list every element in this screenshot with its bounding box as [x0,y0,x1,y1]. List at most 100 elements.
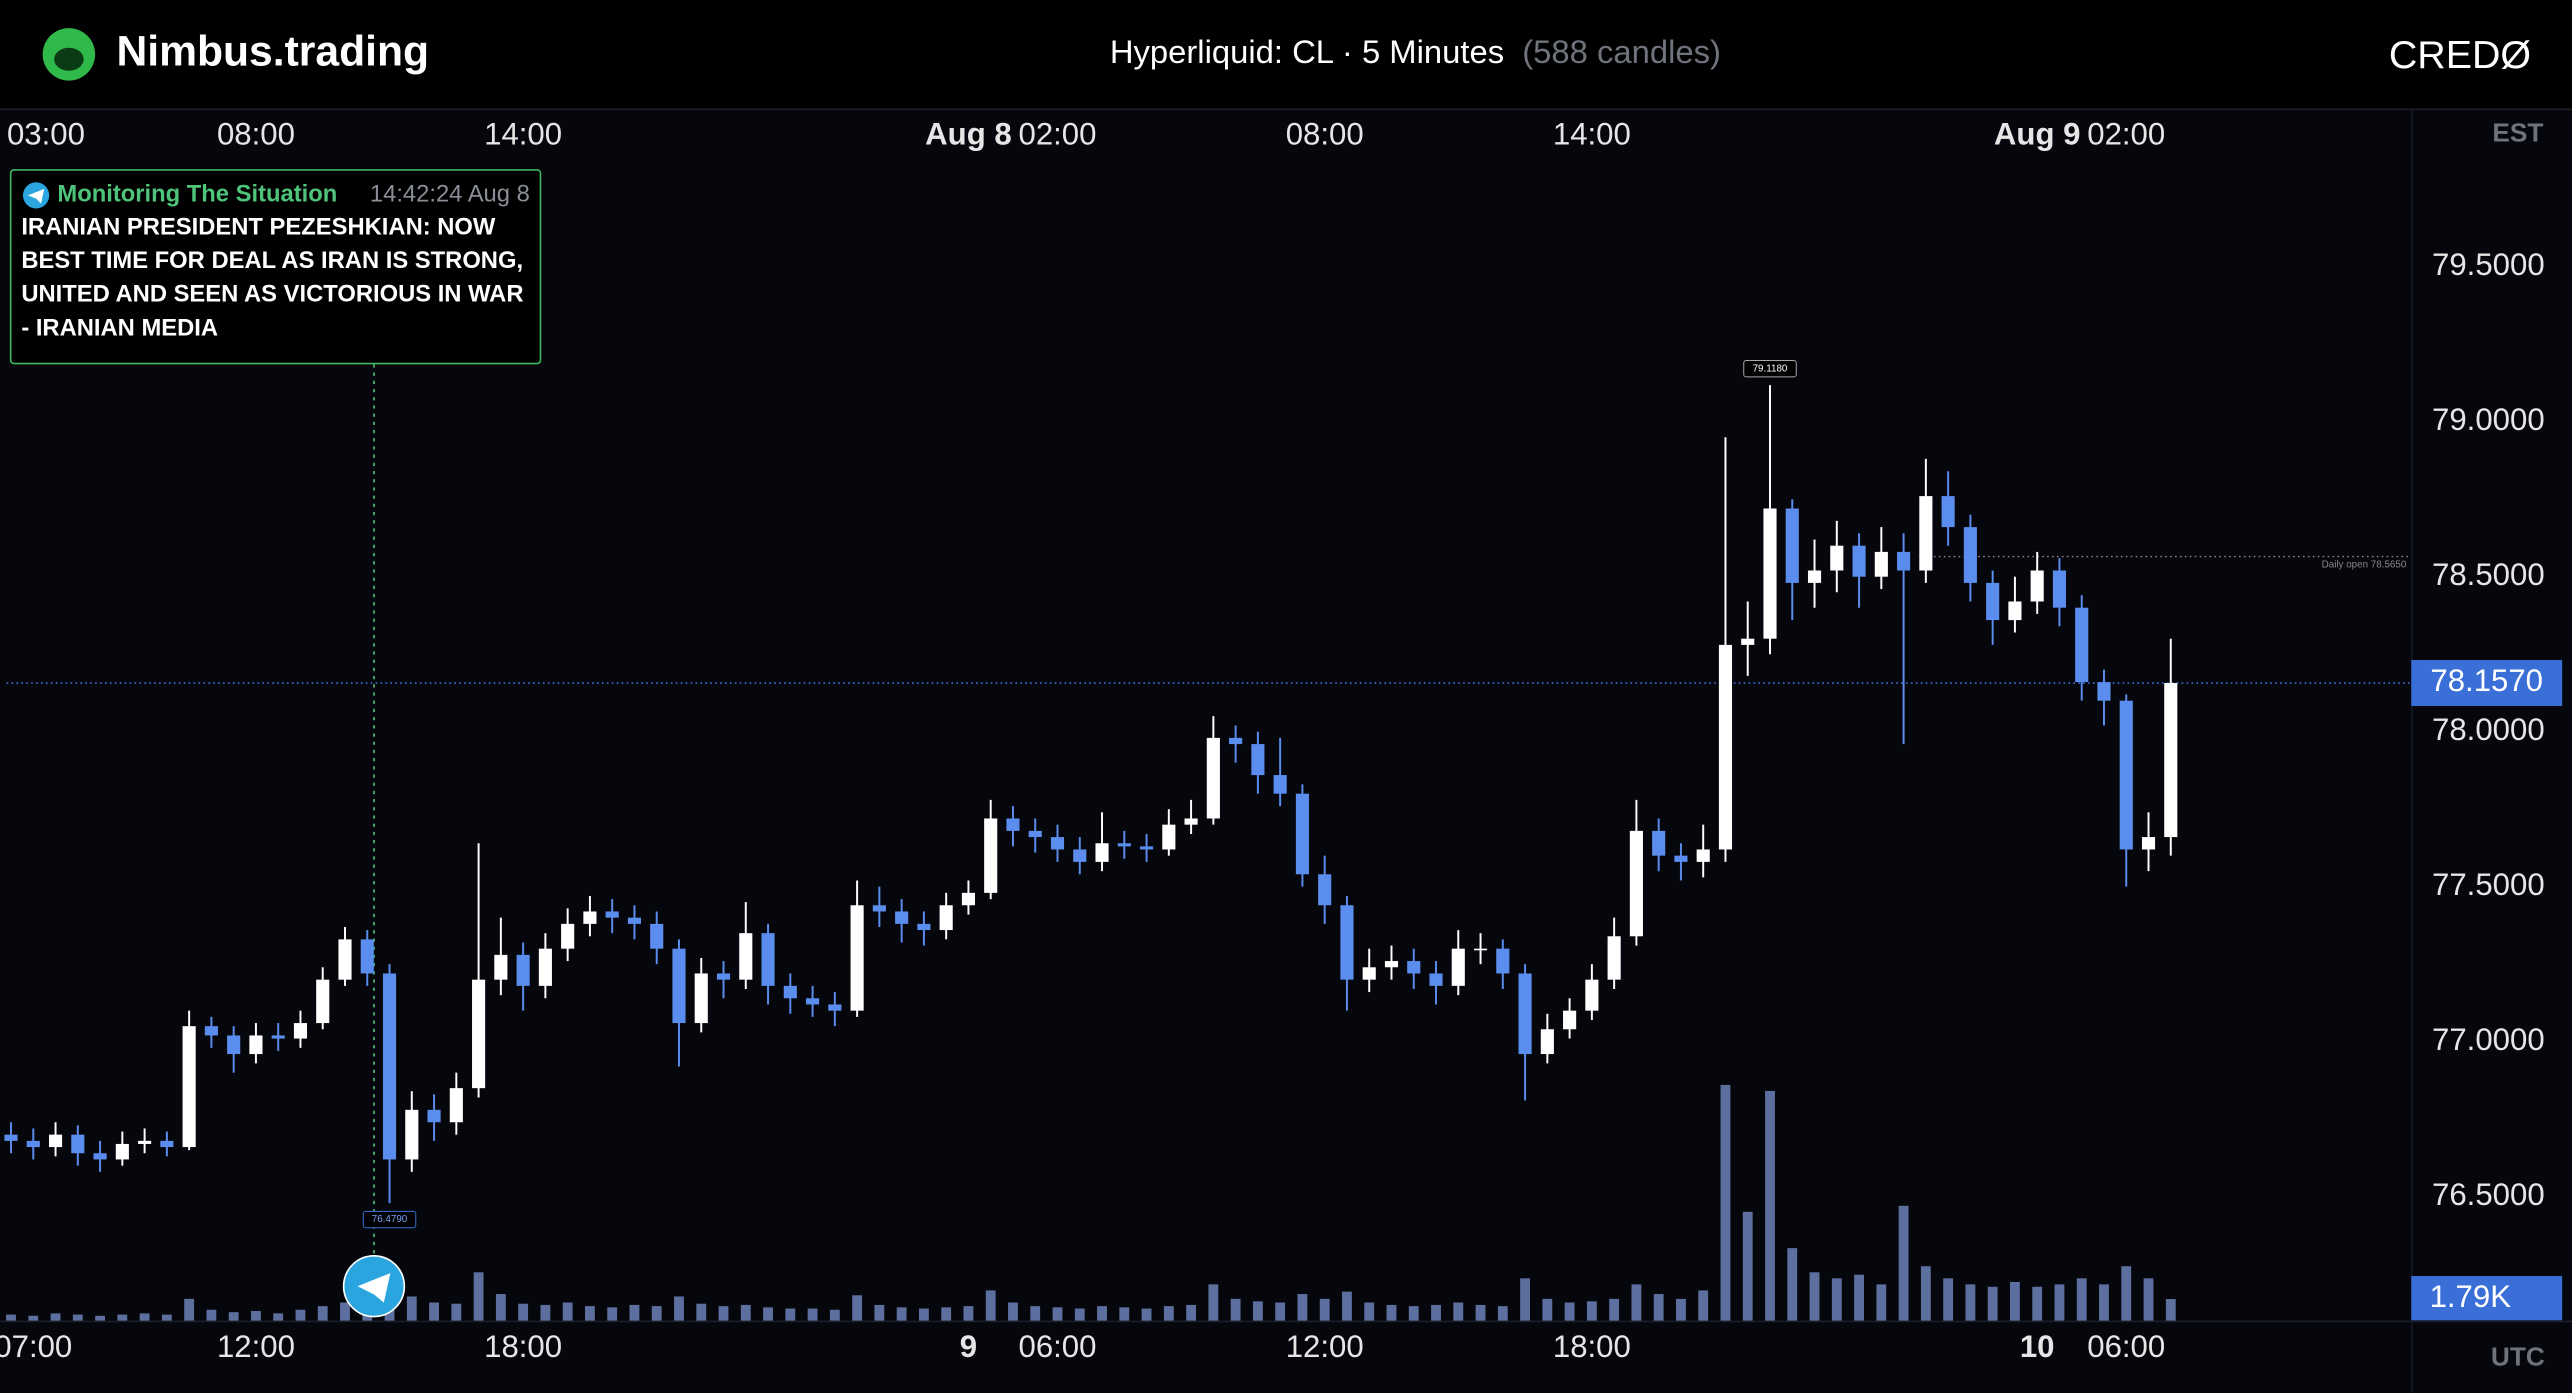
volume-bar [1008,1302,1018,1321]
logo-right[interactable]: CREDØ [2389,33,2531,77]
candle-body [739,933,753,980]
volume-bar [2143,1278,2154,1321]
candle-body [138,1140,152,1144]
candle-body [1919,496,1933,571]
volume-bar [1252,1301,1263,1321]
volume-bar [1787,1248,1798,1321]
candle-body [716,973,731,980]
candle-body [1451,948,1465,986]
candle-body [1073,849,1087,862]
candle-body [71,1134,85,1154]
volume-bar [1497,1306,1508,1321]
volume-bar [896,1307,907,1321]
volume-bar [228,1312,239,1321]
candle-body [449,1088,463,1123]
volume-bar [1653,1294,1664,1321]
volume-bar [1386,1304,1397,1321]
last-volume-label: 1.79K [2430,1279,2512,1314]
x2-tick-label: 12:00 [217,1329,295,1364]
volume-bar [1609,1298,1620,1321]
candle-body [961,892,975,906]
candle-body [472,979,486,1089]
volume-bar [2165,1298,2176,1321]
candle-body [1184,818,1198,825]
volume-bar [429,1302,439,1321]
y-tick-label: 77.5000 [2432,867,2545,902]
volume-bar [2032,1286,2043,1321]
candle-body [984,818,998,893]
volume-bar [495,1294,506,1321]
brand-logo-face [54,47,84,71]
candle-body [2141,837,2156,850]
last-price-label: 78.1570 [2430,663,2543,698]
volume-bar [1720,1084,1731,1321]
candle-body [1050,837,1065,850]
candle-body [1986,582,2000,621]
x2-tick-label: 18:00 [1553,1329,1631,1364]
x-tick-label: 14:00 [1553,117,1631,152]
volume-bar [1141,1308,1152,1321]
candle-body [1674,855,1688,862]
candle-body [360,939,374,974]
high-marker-box [1743,360,1797,378]
volume-bar [518,1303,529,1321]
candle-body [160,1140,174,1148]
candle-body [1518,973,1532,1055]
candle-body [1963,527,1977,583]
candle-body [1295,793,1309,875]
candle-body [227,1035,241,1055]
news-body: IRANIAN PRESIDENT PEZESHKIAN: NOW BEST TI… [21,213,523,341]
brand[interactable]: Nimbus.trading [116,28,429,76]
volume-bar [1987,1286,1998,1321]
news-source: Monitoring The Situation [57,181,337,208]
candle-body [338,939,352,980]
volume-bar [941,1307,952,1321]
volume-bar [807,1308,818,1321]
volume-bar [562,1302,573,1321]
volume-bar [72,1314,83,1321]
volume-bar [1809,1272,1820,1321]
candle-body [1140,846,1154,850]
candle-body [271,1035,285,1039]
x2-tick-label: 06:00 [1019,1329,1097,1364]
volume-bar [473,1272,484,1321]
candle-body [405,1109,419,1160]
volume-bar [1052,1307,1063,1321]
candle-body [1162,824,1176,850]
volume-bar [785,1308,796,1321]
candle-body [783,985,797,999]
candle-body [1696,849,1710,862]
candle-body [1362,967,1376,980]
volume-bar [1898,1205,1909,1321]
x2-tick-label: 06:00 [2087,1329,2165,1364]
volume-bar [117,1314,128,1321]
candle-body [872,905,886,912]
volume-bar [985,1290,996,1321]
volume-bar [1119,1307,1130,1321]
news-box[interactable] [9,169,542,365]
volume-bar [674,1296,684,1321]
x-tick-label: 02:00 [2087,117,2165,152]
volume-bar [629,1304,640,1321]
volume-bar [829,1309,840,1321]
candle-body [2075,607,2089,683]
candle-body [316,979,330,1024]
volume-bar [251,1310,261,1321]
volume-bar [1230,1298,1241,1321]
volume-bar [740,1304,751,1321]
candle-body [939,905,953,931]
candle-body [1874,551,1888,577]
x2-tick-label: 12:00 [1286,1329,1364,1364]
x-tick-label: Aug 8 [925,117,1012,152]
x-tick-label: Aug 9 [1994,117,2081,152]
candle-body [1273,775,1287,794]
volume-bar [1364,1302,1375,1321]
news-line: BEST TIME FOR DEAL AS IRAN IS STRONG, [21,247,523,274]
volume-bar [1475,1304,1486,1321]
candle-body [2164,683,2178,838]
candle-body [1585,979,1599,1011]
volume-bar [1564,1302,1575,1321]
x-tick-label: 08:00 [217,117,295,152]
plot: 03:00 08:00 14:00 Aug 8 02:00 08:00 14:00 Aug 9… [0,117,2563,1364]
candle-body [1318,874,1332,906]
